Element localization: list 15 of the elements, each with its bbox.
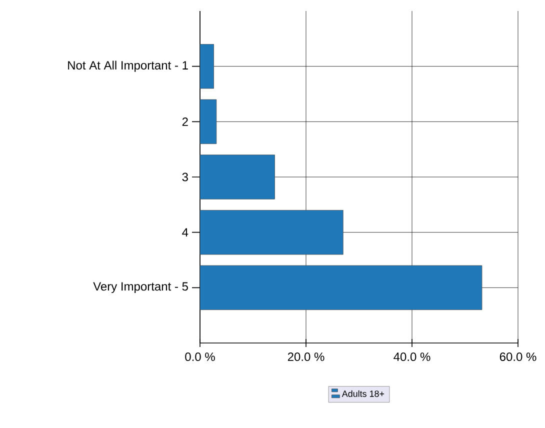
bar	[200, 44, 214, 88]
x-tick-label: 20.0 %	[288, 352, 324, 362]
y-tick-label: 2	[182, 117, 188, 126]
x-tick-label: 40.0 %	[394, 352, 430, 362]
bar	[200, 154, 275, 200]
bar	[200, 265, 482, 310]
bar	[200, 99, 217, 144]
y-tick-label: Very Important - 5	[93, 282, 188, 294]
y-tick-label: Not At All Important - 1	[68, 60, 188, 72]
legend-label: Adults 18+	[342, 390, 384, 397]
bar	[200, 210, 344, 255]
x-tick-label: 60.0 %	[500, 352, 536, 362]
y-tick-label: 4	[182, 228, 188, 236]
y-tick-label: 3	[182, 172, 188, 182]
x-tick-label: 0.0 %	[185, 352, 215, 362]
